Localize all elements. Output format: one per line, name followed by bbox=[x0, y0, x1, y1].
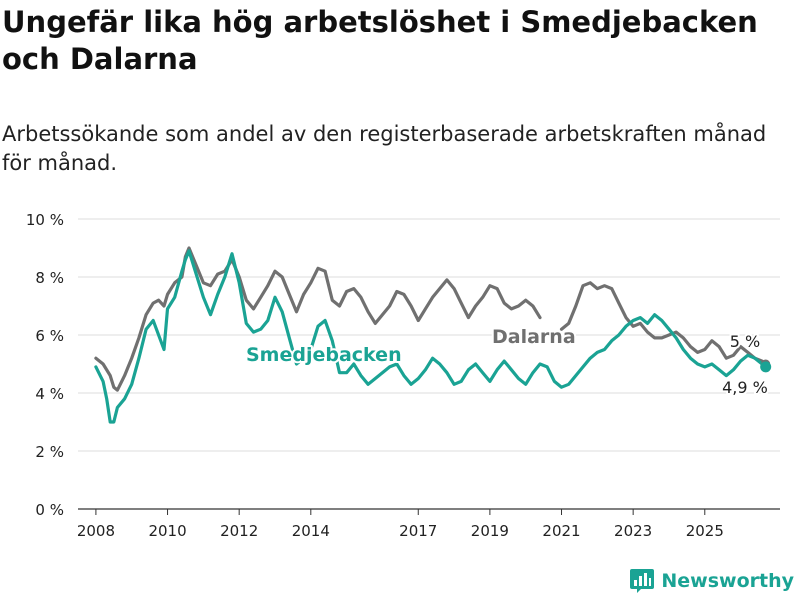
gridlines bbox=[78, 218, 780, 510]
x-tick-label: 2023 bbox=[614, 522, 652, 540]
brand-name: Newsworthy bbox=[661, 570, 794, 592]
x-tick-label: 2017 bbox=[399, 522, 437, 540]
series-labels: Dalarna Smedjebacken 5 % 4,9 % bbox=[244, 324, 770, 399]
x-tick-label: 2025 bbox=[686, 522, 724, 540]
y-tick-label: 0 % bbox=[35, 501, 64, 519]
x-axis-labels: 2008 2010 2012 2014 2017 2019 2021 2023 2025 bbox=[77, 509, 724, 540]
end-value-label-smedjebacken: 4,9 % bbox=[722, 378, 768, 397]
series-line-smedjebacken bbox=[94, 249, 768, 424]
series-lines bbox=[94, 246, 772, 424]
series-line-dalarna-b bbox=[559, 281, 768, 366]
y-axis-labels: 0 % 2 % 4 % 6 % 8 % 10 % bbox=[26, 211, 64, 519]
series-label-dalarna: Dalarna bbox=[492, 326, 576, 348]
series-label-smedjebacken: Smedjebacken bbox=[246, 344, 402, 366]
end-point-smedjebacken bbox=[760, 361, 772, 373]
y-tick-label: 6 % bbox=[35, 327, 64, 345]
y-tick-label: 2 % bbox=[35, 443, 64, 461]
series-line-dalarna bbox=[94, 246, 542, 392]
x-tick-label: 2010 bbox=[148, 522, 186, 540]
chart-title: Ungefär lika hög arbetslöshet i Smedjeba… bbox=[2, 5, 758, 76]
chart-subtitle: Arbetssökande som andel av den registerb… bbox=[2, 122, 767, 175]
x-tick-label: 2021 bbox=[542, 522, 580, 540]
newsworthy-logo-icon bbox=[630, 569, 655, 593]
end-value-label-dalarna: 5 % bbox=[730, 332, 760, 351]
x-tick-label: 2014 bbox=[292, 522, 330, 540]
x-tick-label: 2019 bbox=[471, 522, 509, 540]
y-tick-label: 4 % bbox=[35, 385, 64, 403]
x-tick-label: 2012 bbox=[220, 522, 258, 540]
brand-logo: Newsworthy bbox=[629, 568, 794, 594]
y-tick-label: 10 % bbox=[26, 211, 64, 229]
y-tick-label: 8 % bbox=[35, 269, 64, 287]
x-tick-label: 2008 bbox=[77, 522, 115, 540]
